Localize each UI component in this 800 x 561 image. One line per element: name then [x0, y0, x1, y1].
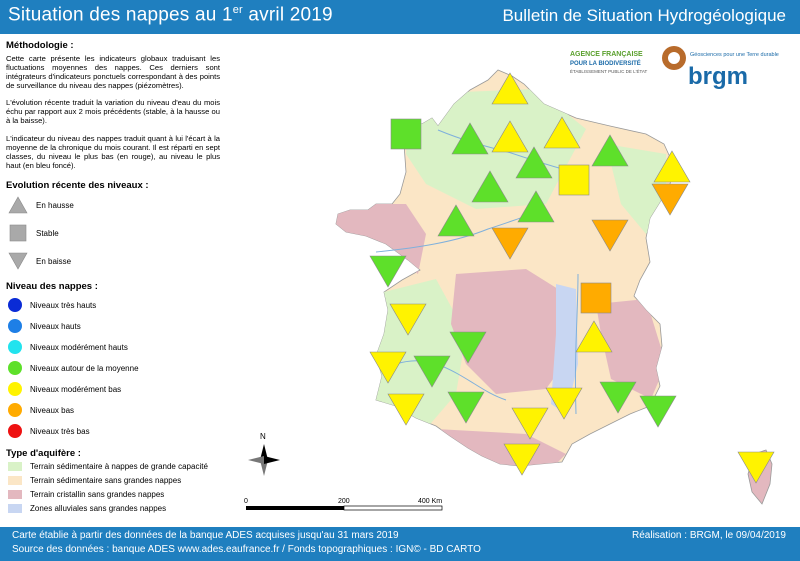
indicator-marker-up-average — [517, 190, 555, 223]
svg-text:AGENCE FRANÇAISE: AGENCE FRANÇAISE — [570, 51, 643, 58]
scale-bar: 0 200 400 Km — [244, 498, 443, 511]
indicator-marker-up-average — [451, 122, 489, 155]
legend-level-item: Niveaux très hauts — [8, 298, 96, 312]
afb-logo: AGENCE FRANÇAISE POUR LA BIODIVERSITÉ ÉT… — [570, 51, 648, 74]
indicator-marker-down-average — [449, 331, 487, 364]
level-dot-icon — [8, 382, 22, 396]
legend-level-item: Niveaux hauts — [8, 319, 81, 333]
indicator-marker-up-moderately-low — [653, 150, 691, 183]
footer-data-note: Carte établie à partir des données de la… — [12, 530, 399, 541]
indicator-marker-down-moderately-low — [545, 387, 583, 420]
legend-level-item: Niveaux très bas — [8, 424, 90, 438]
indicator-marker-down-moderately-low — [511, 407, 549, 440]
indicator-marker-up-moderately-low — [543, 116, 581, 149]
footer-bar: Carte établie à partir des données de la… — [0, 527, 800, 561]
level-dot-icon — [8, 403, 22, 417]
indicator-marker-up-moderately-low — [575, 320, 613, 353]
indicator-marker-down-moderately-low — [389, 303, 427, 336]
legend-aquifer-item: Zones alluviales sans grandes nappes — [8, 504, 166, 513]
indicator-marker-up-average — [591, 134, 629, 167]
indicator-marker-down-average — [447, 391, 485, 424]
zone-alps — [596, 299, 666, 399]
legend-level-item: Niveaux modérément bas — [8, 382, 121, 396]
indicator-marker-down-moderately-low — [503, 443, 541, 476]
legend-trend-up: En hausse — [8, 196, 74, 214]
zone-rhone-valley — [551, 284, 578, 414]
indicator-marker-up-average — [471, 170, 509, 203]
square-stable-icon — [9, 224, 27, 242]
indicator-marker-stable-average — [390, 118, 422, 150]
indicator-marker-down-low — [651, 183, 689, 216]
svg-text:200: 200 — [338, 498, 350, 505]
brgm-logo: Géosciences pour une Terre durable brgm — [662, 46, 779, 90]
legend-aquifer-item: Terrain sédimentaire sans grandes nappes — [8, 476, 181, 485]
river-garonne — [395, 360, 507, 401]
indicator-marker-down-low — [491, 227, 529, 260]
indicator-marker-down-average — [639, 395, 677, 428]
legend-level-item: Niveaux autour de la moyenne — [8, 361, 139, 375]
legend-level-item: Niveaux bas — [8, 403, 74, 417]
zone-alsace — [606, 144, 666, 234]
indicator-marker-down-moderately-low — [737, 451, 775, 484]
footer-sources: Source des données : banque ADES www.ade… — [12, 544, 481, 555]
bulletin-title: Bulletin de Situation Hydrogéologique — [502, 6, 786, 25]
indicator-marker-down-moderately-low — [387, 393, 425, 426]
svg-text:400 Km: 400 Km — [418, 498, 442, 505]
indicator-markers — [369, 72, 775, 484]
methodology-paragraph-3: L'indicateur du niveau des nappes tradui… — [6, 134, 220, 170]
indicator-marker-down-average — [369, 255, 407, 288]
evolution-heading: Evolution récente des niveaux : — [6, 180, 149, 191]
indicator-marker-down-low — [591, 219, 629, 252]
svg-text:0: 0 — [244, 498, 248, 505]
aquifer-swatch — [8, 476, 22, 485]
level-dot-icon — [8, 298, 22, 312]
legend-level-item: Niveaux modérément hauts — [8, 340, 128, 354]
north-arrow-icon: N — [248, 432, 280, 476]
methodology-heading: Méthodologie : — [6, 40, 74, 51]
legend-aquifer-item: Terrain sédimentaire à nappes de grande … — [8, 462, 208, 471]
aquifer-heading: Type d'aquifère : — [6, 448, 81, 459]
levels-heading: Niveau des nappes : — [6, 281, 98, 292]
legend-panel: Méthodologie : Cette carte présente les … — [0, 34, 226, 527]
header-bar: Situation des nappes au 1er avril 2019 B… — [0, 0, 800, 34]
aquifer-zones — [336, 89, 666, 466]
legend-aquifer-item: Terrain cristallin sans grandes nappes — [8, 490, 164, 499]
indicator-marker-stable-low — [580, 282, 612, 314]
level-dot-icon — [8, 361, 22, 375]
level-dot-icon — [8, 319, 22, 333]
indicator-marker-stable-moderately-low — [558, 164, 590, 196]
indicator-marker-up-moderately-low — [491, 120, 529, 153]
france-map: AGENCE FRANÇAISE POUR LA BIODIVERSITÉ ÉT… — [226, 34, 800, 527]
zone-massif-central — [451, 269, 571, 394]
svg-text:N: N — [260, 432, 266, 441]
svg-text:Géosciences pour une Terre dur: Géosciences pour une Terre durable — [690, 52, 779, 58]
level-dot-icon — [8, 424, 22, 438]
indicator-marker-down-average — [413, 355, 451, 388]
level-dot-icon — [8, 340, 22, 354]
methodology-paragraph-2: L'évolution récente traduit la variation… — [6, 98, 220, 125]
legend-trend-down: En baisse — [8, 252, 71, 270]
methodology-paragraph-1: Cette carte présente les indicateurs glo… — [6, 54, 220, 90]
aquifer-swatch — [8, 504, 22, 513]
indicator-marker-up-average — [515, 146, 553, 179]
legend-trend-stable: Stable — [8, 224, 59, 242]
indicator-marker-up-average — [437, 204, 475, 237]
indicator-marker-down-moderately-low — [369, 351, 407, 384]
triangle-down-icon — [8, 252, 28, 270]
svg-text:ÉTABLISSEMENT PUBLIC DE L'ÉTAT: ÉTABLISSEMENT PUBLIC DE L'ÉTAT — [570, 68, 648, 74]
svg-text:POUR LA BIODIVERSITÉ: POUR LA BIODIVERSITÉ — [570, 59, 641, 67]
triangle-up-icon — [8, 196, 28, 214]
indicator-marker-down-average — [599, 381, 637, 414]
aquifer-swatch — [8, 490, 22, 499]
aquifer-swatch — [8, 462, 22, 471]
indicator-marker-up-moderately-low — [491, 72, 529, 105]
map-panel: AGENCE FRANÇAISE POUR LA BIODIVERSITÉ ÉT… — [226, 34, 800, 527]
svg-text:brgm: brgm — [688, 63, 748, 90]
footer-credit: Réalisation : BRGM, le 09/04/2019 — [632, 530, 786, 541]
map-title: Situation des nappes au 1er avril 2019 — [8, 4, 333, 26]
